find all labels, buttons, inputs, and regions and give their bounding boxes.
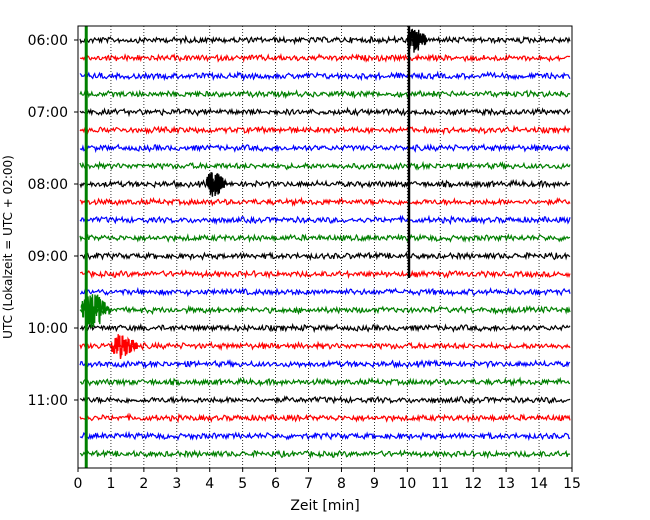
trace-8 bbox=[80, 181, 570, 188]
trace-6 bbox=[80, 145, 570, 151]
x-axis-ticks: 0 1 2 3 4 5 6 7 8 9 10 11 12 13 14 15 bbox=[74, 468, 581, 492]
trace-12 bbox=[80, 253, 570, 259]
trace-23 bbox=[80, 451, 570, 458]
plot-frame bbox=[78, 26, 572, 468]
x-tick-label-15: 15 bbox=[563, 476, 581, 492]
x-tick-label-2: 2 bbox=[139, 476, 148, 492]
x-tick-label-7: 7 bbox=[304, 476, 313, 492]
x-tick-label-14: 14 bbox=[530, 476, 548, 492]
x-tick-label-13: 13 bbox=[497, 476, 515, 492]
x-tick-label-8: 8 bbox=[337, 476, 346, 492]
trace-15 bbox=[80, 307, 570, 314]
trace-22 bbox=[80, 433, 570, 439]
trace-20 bbox=[80, 397, 570, 403]
event-burst-3 bbox=[111, 334, 137, 359]
trace-19 bbox=[80, 379, 570, 386]
trace-13 bbox=[80, 271, 570, 277]
x-tick-label-0: 0 bbox=[74, 476, 83, 492]
trace-4 bbox=[80, 109, 570, 116]
x-tick-label-10: 10 bbox=[398, 476, 416, 492]
trace-17 bbox=[80, 343, 570, 349]
y-axis-ticks: 06:00 07:00 08:00 09:00 10:00 11:00 bbox=[28, 33, 78, 409]
trace-3 bbox=[80, 91, 570, 97]
x-tick-label-11: 11 bbox=[431, 476, 449, 492]
x-axis-label: Zeit [min] bbox=[290, 498, 359, 514]
trace-11 bbox=[80, 235, 570, 241]
trace-10 bbox=[80, 217, 570, 224]
trace-2 bbox=[80, 73, 570, 80]
y-tick-label-2: 08:00 bbox=[28, 177, 68, 193]
trace-7 bbox=[80, 163, 570, 169]
trace-1 bbox=[80, 55, 570, 61]
event-burst-0 bbox=[407, 29, 427, 52]
x-tick-label-9: 9 bbox=[370, 476, 379, 492]
y-tick-label-0: 06:00 bbox=[28, 33, 68, 49]
x-tick-label-4: 4 bbox=[205, 476, 214, 492]
y-tick-label-4: 10:00 bbox=[28, 321, 68, 337]
x-tick-label-6: 6 bbox=[271, 476, 280, 492]
x-tick-label-1: 1 bbox=[106, 476, 115, 492]
y-axis-label: UTC (Lokalzeit = UTC + 02:00) bbox=[1, 155, 15, 339]
trace-group bbox=[80, 37, 570, 458]
trace-16 bbox=[80, 325, 570, 331]
event-burst-1 bbox=[206, 172, 226, 197]
y-tick-label-5: 11:00 bbox=[28, 393, 68, 409]
y-tick-label-1: 07:00 bbox=[28, 105, 68, 121]
trace-18 bbox=[80, 361, 570, 368]
trace-9 bbox=[80, 199, 570, 205]
trace-14 bbox=[80, 289, 570, 295]
trace-5 bbox=[80, 127, 570, 133]
x-tick-label-12: 12 bbox=[464, 476, 482, 492]
y-tick-label-3: 09:00 bbox=[28, 249, 68, 265]
trace-21 bbox=[80, 415, 570, 422]
trace-0 bbox=[80, 37, 570, 43]
x-tick-label-3: 3 bbox=[172, 476, 181, 492]
x-tick-label-5: 5 bbox=[238, 476, 247, 492]
